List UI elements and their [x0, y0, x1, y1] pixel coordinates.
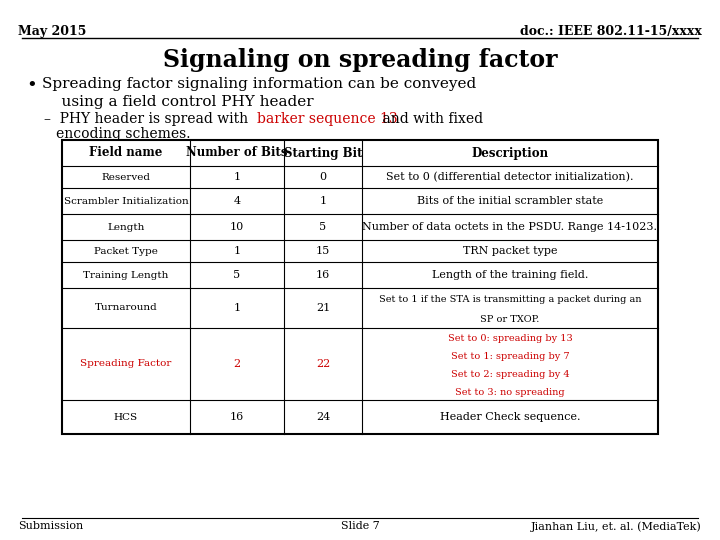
Text: 1: 1	[233, 172, 240, 182]
Text: and with fixed: and with fixed	[378, 112, 483, 126]
Text: Bits of the initial scrambler state: Bits of the initial scrambler state	[417, 196, 603, 206]
Text: Length: Length	[107, 222, 145, 232]
Text: Set to 2: spreading by 4: Set to 2: spreading by 4	[451, 370, 570, 379]
Text: 22: 22	[316, 359, 330, 369]
Text: Turnaround: Turnaround	[94, 303, 158, 313]
Text: Field name: Field name	[89, 146, 163, 159]
Text: 10: 10	[230, 222, 244, 232]
Text: Set to 1: spreading by 7: Set to 1: spreading by 7	[451, 352, 570, 361]
Text: Slide 7: Slide 7	[341, 521, 379, 531]
Text: May 2015: May 2015	[18, 25, 86, 38]
Text: doc.: IEEE 802.11-15/xxxx: doc.: IEEE 802.11-15/xxxx	[520, 25, 702, 38]
Text: Number of Bits: Number of Bits	[186, 146, 288, 159]
Text: Description: Description	[472, 146, 549, 159]
Text: TRN packet type: TRN packet type	[463, 246, 557, 256]
Text: 5: 5	[320, 222, 327, 232]
Text: 2: 2	[233, 359, 240, 369]
Text: Set to 1 if the STA is transmitting a packet during an: Set to 1 if the STA is transmitting a pa…	[379, 295, 642, 305]
Text: Submission: Submission	[18, 521, 84, 531]
Text: Set to 0: spreading by 13: Set to 0: spreading by 13	[448, 334, 572, 343]
Text: Header Check sequence.: Header Check sequence.	[440, 412, 580, 422]
Text: barker sequence 13: barker sequence 13	[257, 112, 397, 126]
Text: Jianhan Liu, et. al. (MediaTek): Jianhan Liu, et. al. (MediaTek)	[531, 521, 702, 531]
Text: 15: 15	[316, 246, 330, 256]
Text: 4: 4	[233, 196, 240, 206]
Bar	[62, 140, 658, 434]
Text: Set to 3: no spreading: Set to 3: no spreading	[455, 388, 564, 397]
Text: •: •	[26, 77, 37, 95]
Text: Set to 0 (differential detector initialization).: Set to 0 (differential detector initiali…	[386, 172, 634, 182]
Text: 16: 16	[230, 412, 244, 422]
Text: SP or TXOP.: SP or TXOP.	[480, 315, 540, 325]
Text: HCS: HCS	[114, 413, 138, 422]
Text: 1: 1	[233, 246, 240, 256]
Text: Number of data octets in the PSDU. Range 14-1023.: Number of data octets in the PSDU. Range…	[362, 222, 657, 232]
Text: Scrambler Initialization: Scrambler Initialization	[63, 197, 189, 206]
Text: Packet Type: Packet Type	[94, 246, 158, 255]
Text: 5: 5	[233, 270, 240, 280]
Text: 16: 16	[316, 270, 330, 280]
Text: Length of the training field.: Length of the training field.	[432, 270, 588, 280]
Text: Spreading Factor: Spreading Factor	[81, 360, 171, 368]
Text: –  PHY header is spread with: – PHY header is spread with	[44, 112, 253, 126]
Text: 21: 21	[316, 303, 330, 313]
Text: Spreading factor signaling information can be conveyed
    using a field control: Spreading factor signaling information c…	[42, 77, 476, 110]
Text: Training Length: Training Length	[84, 271, 168, 280]
Text: 1: 1	[320, 196, 327, 206]
Text: 1: 1	[233, 303, 240, 313]
Text: Starting Bit: Starting Bit	[284, 146, 362, 159]
Text: 0: 0	[320, 172, 327, 182]
Text: 24: 24	[316, 412, 330, 422]
Text: Signaling on spreading factor: Signaling on spreading factor	[163, 48, 557, 72]
Text: Reserved: Reserved	[102, 172, 150, 181]
Text: encoding schemes.: encoding schemes.	[56, 127, 191, 141]
